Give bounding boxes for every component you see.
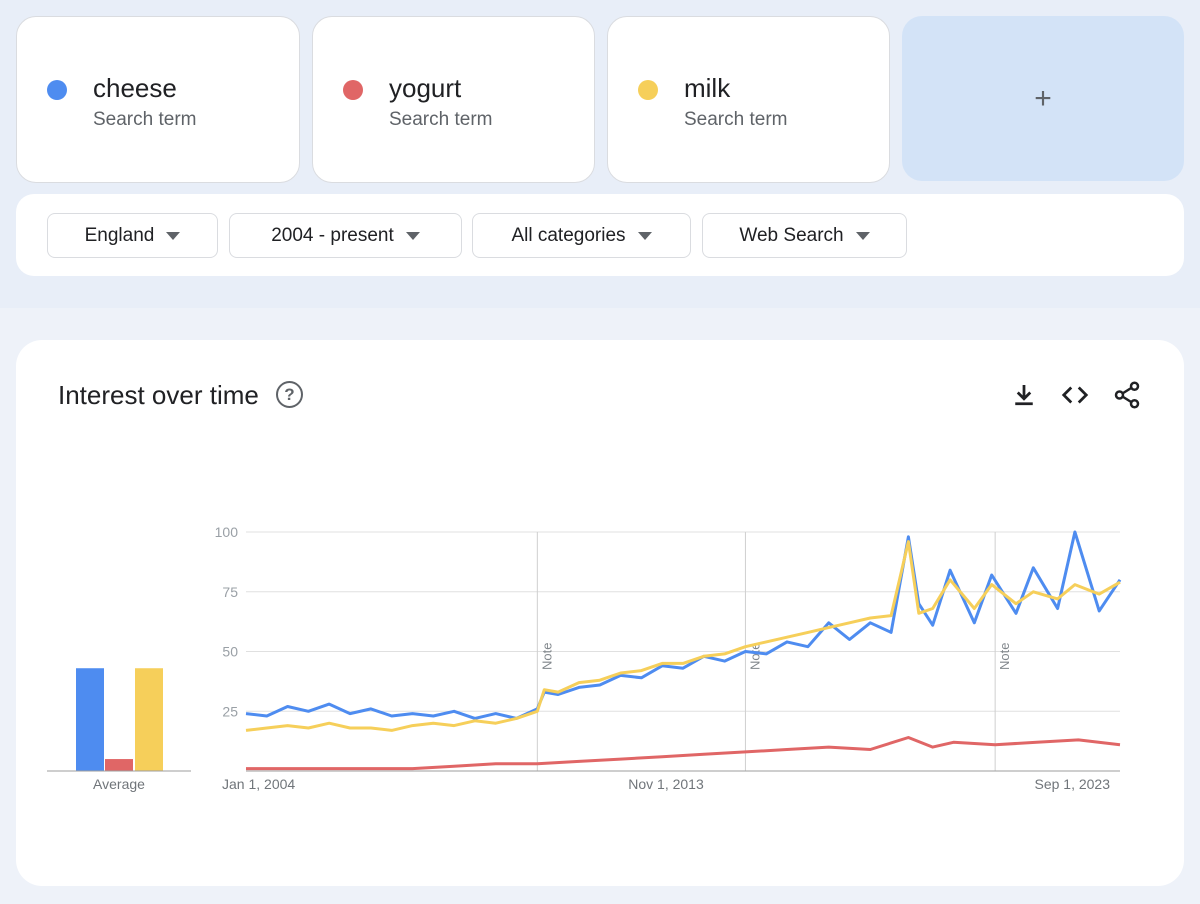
series-line-yogurt: [246, 736, 1121, 771]
average-bar-yogurt: [105, 759, 133, 771]
interest-chart: 25 50 75 100 Note Note Note Jan 1, 2004 Nov 1, 2…: [47, 524, 1122, 792]
x-tick-label: Sep 1, 2023: [1034, 776, 1110, 792]
category-dropdown[interactable]: All categories: [472, 213, 691, 258]
average-label: Average: [93, 776, 145, 792]
term-type: Search term: [684, 109, 788, 130]
search-type-value: Web Search: [739, 224, 844, 246]
x-tick-label: Jan 1, 2004: [222, 776, 295, 792]
plus-icon: +: [1034, 81, 1052, 115]
y-tick-label: 25: [222, 703, 238, 719]
average-bar-milk: [135, 668, 163, 771]
panel-title: Interest over time: [58, 380, 259, 410]
time-range-value: 2004 - present: [271, 224, 394, 246]
help-icon[interactable]: ?: [276, 381, 303, 408]
caret-down-icon: [166, 231, 181, 240]
term-type: Search term: [389, 109, 493, 130]
caret-down-icon: [855, 231, 870, 240]
term-card-cheese[interactable]: cheese Search term: [16, 16, 300, 183]
series-line-cheese: [245, 530, 1122, 720]
term-name: cheese: [93, 73, 177, 103]
share-icon[interactable]: [1112, 380, 1142, 410]
add-term-button[interactable]: +: [902, 16, 1184, 181]
term-card-yogurt[interactable]: yogurt Search term: [312, 16, 595, 183]
series-line-milk: [245, 540, 1121, 732]
term-name: milk: [684, 73, 731, 103]
note-label: Note: [539, 643, 554, 670]
caret-down-icon: [637, 231, 652, 240]
y-tick-label: 75: [222, 584, 238, 600]
region-value: England: [84, 224, 155, 246]
note-label: Note: [747, 643, 762, 670]
filter-bar: England 2004 - present All categories We…: [16, 194, 1184, 276]
note-label: Note: [997, 643, 1012, 670]
interest-over-time-panel: Interest over time ? 25 50 75 100 Note Note No…: [16, 340, 1184, 886]
average-bar-cheese: [76, 668, 104, 771]
embed-icon[interactable]: [1060, 380, 1090, 410]
milk-color-dot: [638, 80, 658, 100]
time-range-dropdown[interactable]: 2004 - present: [229, 213, 462, 258]
cheese-color-dot: [47, 80, 67, 100]
x-tick-label: Nov 1, 2013: [628, 776, 704, 792]
term-name: yogurt: [389, 73, 462, 103]
term-card-milk[interactable]: milk Search term: [607, 16, 890, 183]
category-value: All categories: [511, 224, 626, 246]
download-icon[interactable]: [1009, 380, 1039, 410]
help-glyph: ?: [284, 384, 295, 404]
region-dropdown[interactable]: England: [47, 213, 218, 258]
yogurt-color-dot: [343, 80, 363, 100]
caret-down-icon: [405, 231, 420, 240]
y-tick-label: 50: [222, 644, 238, 660]
search-type-dropdown[interactable]: Web Search: [702, 213, 907, 258]
term-type: Search term: [93, 109, 197, 130]
y-tick-label: 100: [215, 524, 239, 540]
